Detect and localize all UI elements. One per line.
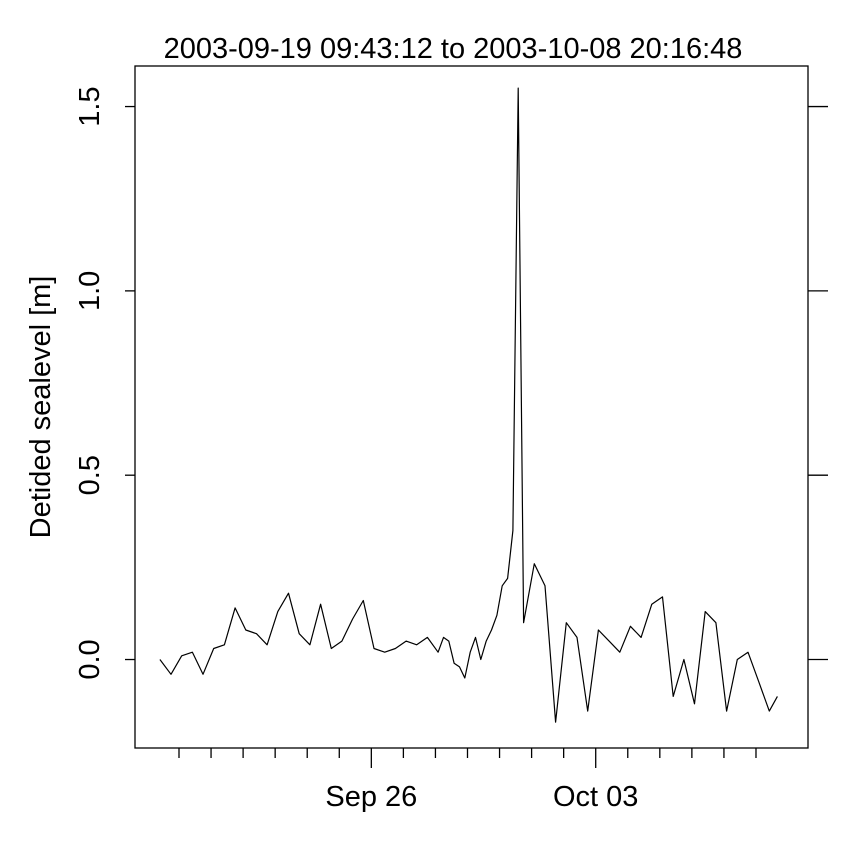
- y-tick-label: 0.5: [74, 455, 106, 495]
- chart-title: 2003-09-19 09:43:12 to 2003-10-08 20:16:…: [164, 33, 743, 65]
- y-tick-label: 0.0: [74, 639, 106, 679]
- x-tick-label: Sep 26: [325, 781, 417, 813]
- y-tick-label: 1.5: [74, 86, 106, 126]
- y-axis-label: Detided sealevel [m]: [25, 276, 57, 539]
- y-axis: 0.0 0.5 1.0 1.5: [74, 86, 828, 680]
- x-tick-label: Oct 03: [553, 781, 638, 813]
- y-tick-label: 1.0: [74, 271, 106, 311]
- plot-frame: [134, 65, 809, 749]
- sealevel-series-line: [159, 87, 778, 723]
- x-axis: Sep 26 Oct 03: [178, 748, 757, 813]
